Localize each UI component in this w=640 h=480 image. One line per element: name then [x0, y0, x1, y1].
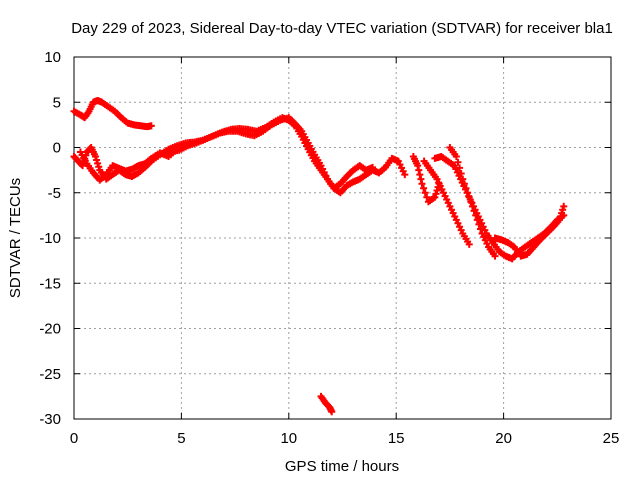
data-point	[454, 158, 462, 166]
data-point	[431, 193, 439, 201]
y-tick-label: 0	[53, 140, 61, 157]
data-point	[475, 220, 483, 228]
data-point	[555, 216, 563, 224]
y-tick-label: -5	[48, 185, 61, 202]
data-point	[91, 153, 99, 161]
data-point	[477, 225, 485, 233]
y-axis-label: SDTVAR / TECUs	[7, 178, 24, 298]
y-tick-label: -25	[39, 366, 61, 383]
y-tick-label: 5	[53, 94, 61, 111]
data-point	[470, 207, 478, 215]
data-point	[417, 175, 425, 183]
series-arc-e	[317, 392, 336, 416]
y-tick-label: -30	[39, 411, 61, 428]
series-arc-j	[491, 202, 568, 260]
grid	[74, 57, 611, 419]
x-tick-label: 15	[388, 430, 405, 447]
data-point	[432, 190, 440, 198]
data-point	[491, 252, 499, 260]
data-point	[560, 202, 568, 210]
axis-ticks: 0 5 10 15 20 25 -30 -25 -20 -15 -10 -5 0 5 10	[39, 49, 619, 447]
y-tick-label: -10	[39, 230, 61, 247]
data-point	[464, 189, 472, 197]
data-point	[433, 186, 441, 194]
data-point	[459, 175, 467, 183]
data-point	[328, 408, 336, 416]
y-tick-label: -20	[39, 321, 61, 338]
data-point	[415, 166, 423, 174]
data-point	[462, 184, 470, 192]
data-point	[95, 163, 103, 171]
x-tick-label: 5	[177, 430, 185, 447]
data-point	[472, 211, 480, 219]
data-point	[465, 193, 473, 201]
data-point	[557, 213, 565, 221]
chart-title: Day 229 of 2023, Sidereal Day-to-day VTE…	[71, 20, 613, 37]
series-arc-d	[167, 114, 377, 192]
data-point	[79, 162, 87, 170]
data-point	[465, 240, 473, 248]
data-point	[420, 184, 428, 192]
x-tick-label: 25	[603, 430, 620, 447]
series-arc-c	[76, 145, 181, 184]
series-arc-i	[446, 144, 499, 260]
x-tick-label: 0	[70, 430, 78, 447]
data-point	[94, 159, 102, 167]
data-point	[414, 162, 422, 170]
data-point	[369, 163, 377, 171]
y-tick-label: 10	[44, 49, 61, 66]
data-point	[456, 164, 464, 172]
data-point	[147, 122, 155, 130]
data-points	[70, 96, 568, 416]
y-tick-label: -15	[39, 275, 61, 292]
data-point	[558, 209, 566, 217]
data-point	[421, 189, 429, 197]
data-point	[93, 156, 101, 164]
data-point	[416, 171, 424, 179]
x-axis-label: GPS time / hours	[285, 458, 399, 475]
data-point	[473, 216, 481, 224]
data-point	[418, 180, 426, 188]
x-tick-label: 20	[495, 430, 512, 447]
series-arc-a	[70, 96, 155, 131]
data-point	[559, 206, 567, 214]
data-point	[460, 180, 468, 188]
data-point	[401, 171, 409, 179]
data-point	[452, 153, 460, 161]
x-tick-label: 10	[280, 430, 297, 447]
data-point	[468, 202, 476, 210]
series-arc-g	[420, 157, 473, 248]
data-point	[467, 198, 475, 206]
data-point	[457, 170, 465, 178]
